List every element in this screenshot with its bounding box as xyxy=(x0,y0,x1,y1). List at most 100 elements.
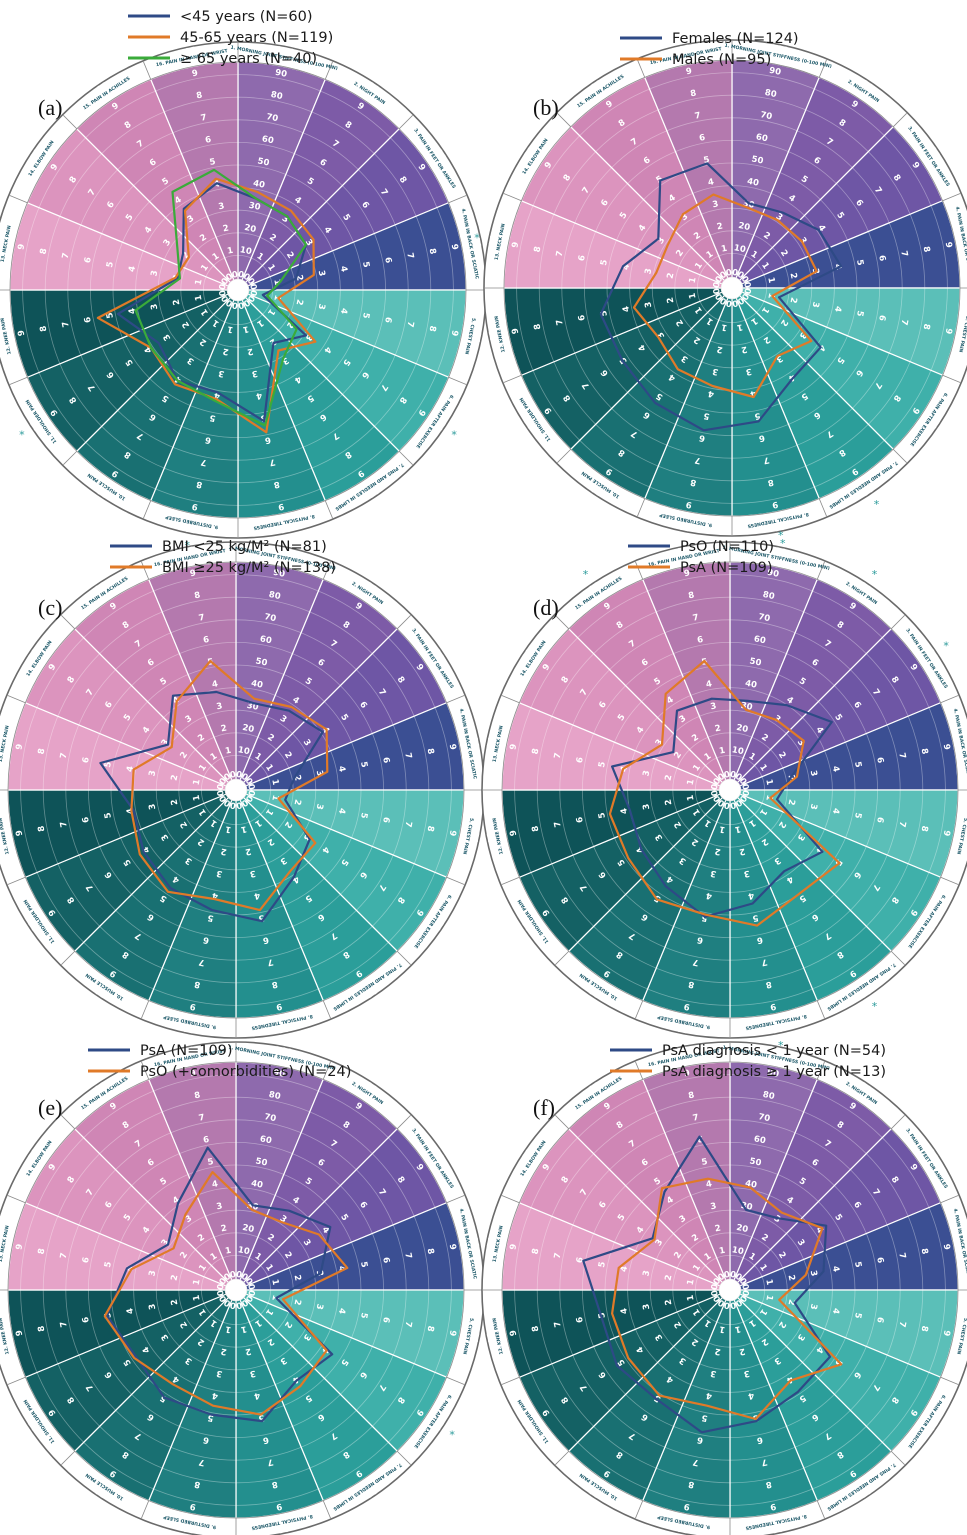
band-divider xyxy=(557,448,572,463)
tick-label: 5 xyxy=(799,390,810,402)
tick-label: 0 xyxy=(733,1272,744,1284)
tick-label: 3 xyxy=(808,803,819,811)
legend-label: PsA diagnosis < 1 year (N=54) xyxy=(662,1043,886,1059)
tick-label: 6 xyxy=(204,434,212,445)
legend-label: Males (N=95) xyxy=(672,52,771,68)
tick-label: 5 xyxy=(338,713,350,724)
tick-label: 9 xyxy=(413,1162,425,1173)
tick-label: 10 xyxy=(182,546,196,558)
tick-label: 4 xyxy=(321,344,333,355)
band-divider xyxy=(555,615,570,630)
tick-label: 0 xyxy=(735,270,746,282)
tick-label: 1 xyxy=(747,1251,758,1263)
tick-label: 7 xyxy=(87,187,99,198)
tick-label: 8 xyxy=(891,173,903,184)
band-divider xyxy=(396,1450,411,1465)
tick-label: 3 xyxy=(314,803,325,811)
tick-label: 50 xyxy=(749,1156,763,1168)
center-hole xyxy=(718,778,742,802)
band-divider xyxy=(61,950,76,965)
tick-label: 7 xyxy=(268,456,276,467)
band-divider xyxy=(892,448,907,463)
tick-label: 0 xyxy=(224,272,235,284)
tick-label: 90 xyxy=(768,66,782,78)
tick-label: 7 xyxy=(898,318,909,326)
tick-label: 4 xyxy=(635,1225,647,1236)
tick-label: 6 xyxy=(202,635,210,646)
tick-label: 10 xyxy=(470,236,482,250)
tick-label: 0 xyxy=(222,1272,233,1284)
tick-label: 4 xyxy=(749,388,757,399)
tick-label: 0 xyxy=(737,1293,749,1304)
tick-label: 5 xyxy=(340,357,352,368)
tick-label: 7 xyxy=(579,1187,591,1198)
tick-label: 2 xyxy=(788,296,799,304)
tick-label: 2 xyxy=(786,1274,797,1282)
tick-label: 3 xyxy=(654,1238,666,1249)
radar-panel-e: 1. MORNING JOINT STIFFNESS (0-100 MIN)2.… xyxy=(0,1041,494,1535)
tick-label: 2 xyxy=(170,1274,181,1282)
tick-label: 6 xyxy=(357,1200,369,1211)
tick-label: 7 xyxy=(553,752,564,760)
tick-label: 2 xyxy=(690,732,701,744)
band-divider xyxy=(7,695,26,704)
tick-label: 8 xyxy=(688,1091,696,1102)
tick-label: 6 xyxy=(359,200,371,211)
tick-label: 7 xyxy=(402,1320,413,1328)
tick-label: 3 xyxy=(301,1332,313,1343)
tick-label: 4 xyxy=(830,1307,841,1315)
tick-label: 3 xyxy=(251,368,259,379)
tick-label: 5 xyxy=(358,761,369,769)
tick-label: 7 xyxy=(328,1430,339,1442)
tick-label: 10 xyxy=(488,329,500,343)
tick-label: 7 xyxy=(627,638,638,650)
tick-label: 6 xyxy=(599,198,611,209)
tick-label: 0 xyxy=(741,281,752,289)
band-divider xyxy=(143,500,152,519)
panel-letter: (b) xyxy=(533,95,559,120)
tick-label: 6 xyxy=(315,1411,326,1423)
band-divider xyxy=(637,59,646,78)
series-line-1 xyxy=(610,697,833,918)
tick-label: 9 xyxy=(14,743,25,751)
tick-label: 10 xyxy=(184,522,198,534)
tick-label: 80 xyxy=(762,1090,776,1102)
tick-label: 8 xyxy=(889,675,901,686)
band-divider xyxy=(890,615,905,630)
tick-label: 5 xyxy=(751,1412,759,1423)
tick-label: 1 xyxy=(686,1294,697,1302)
tick-label: 4 xyxy=(253,890,261,901)
tick-label: 9 xyxy=(604,99,615,111)
tick-label: 7 xyxy=(870,882,882,893)
tick-label: 4 xyxy=(747,890,755,901)
tick-label: 0 xyxy=(218,1276,230,1287)
grid-ring xyxy=(180,232,296,348)
tick-label: 6 xyxy=(698,133,706,144)
tick-label: 7 xyxy=(328,930,339,942)
tick-label: 6 xyxy=(853,368,865,379)
tick-label: 2 xyxy=(220,723,228,734)
tick-label: 8 xyxy=(343,449,354,461)
tick-label: 5 xyxy=(122,1357,134,1368)
tick-label: 3 xyxy=(774,353,785,365)
tick-label: 0 xyxy=(245,1283,256,1291)
tick-label: 2 xyxy=(776,1250,788,1261)
tick-label: 6 xyxy=(597,869,609,880)
tick-label: 8 xyxy=(193,1479,201,1490)
tick-label: 7 xyxy=(59,1320,70,1328)
tick-label: 9 xyxy=(907,907,919,918)
series-line-2 xyxy=(130,659,329,912)
tick-label: 5 xyxy=(797,1176,808,1188)
tick-label: 3 xyxy=(712,199,720,210)
tick-label: 1 xyxy=(271,294,282,302)
tick-label: 100 xyxy=(274,545,293,558)
tick-label: 9 xyxy=(769,1001,777,1012)
tick-label: 8 xyxy=(123,449,134,461)
tick-label: 9 xyxy=(353,1467,364,1479)
segment-label: 5. CHEST PAIN xyxy=(955,1317,967,1355)
tick-label: 8 xyxy=(531,747,542,755)
tick-label: 8 xyxy=(66,675,78,686)
tick-label: 8 xyxy=(425,825,436,833)
tick-label: 4 xyxy=(786,193,797,205)
tick-label: 2 xyxy=(222,346,230,357)
